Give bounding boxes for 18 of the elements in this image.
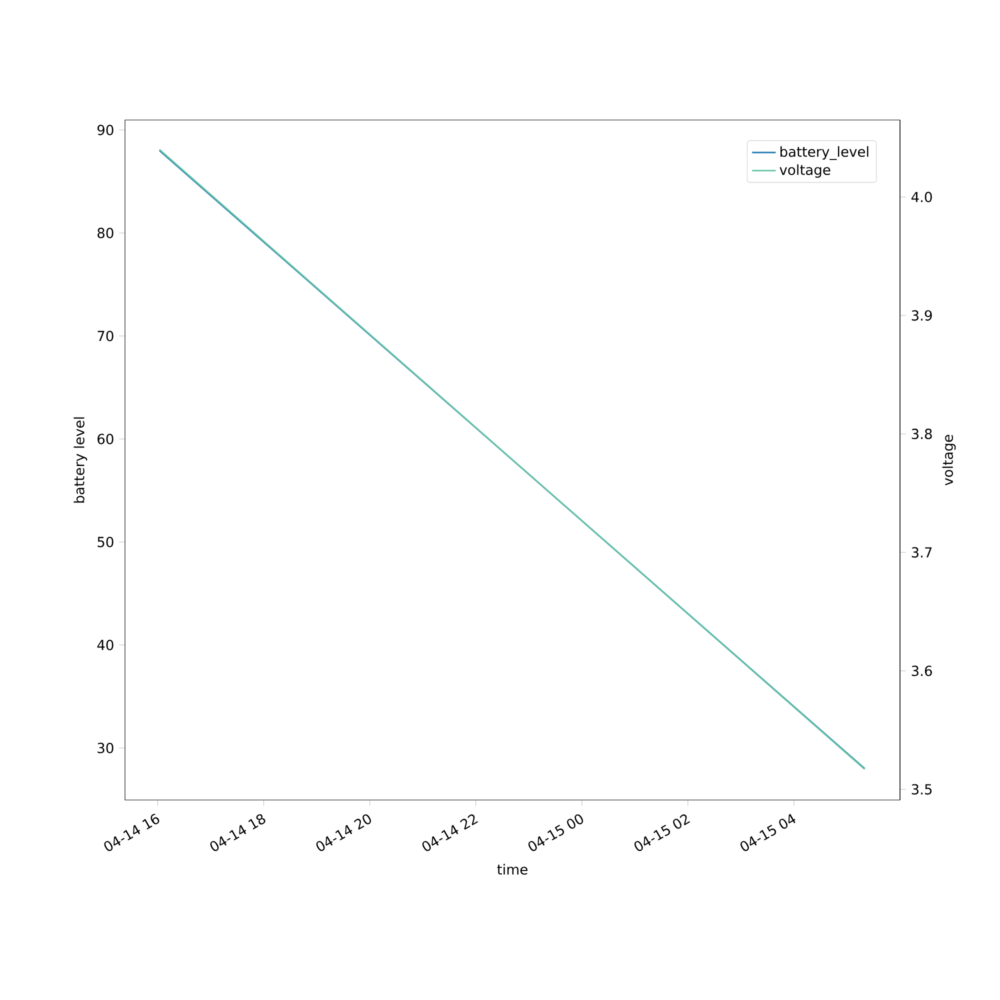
y-tick-label: 70 xyxy=(98,330,114,342)
y-axis-title: battery level xyxy=(74,417,88,503)
y-tick-label: 90 xyxy=(97,124,114,136)
y2-axis-title: voltage xyxy=(942,434,956,486)
y2-tick-label: 3.8 xyxy=(912,428,932,440)
legend-label: voltage xyxy=(780,164,830,178)
y2-tick-label: 3.5 xyxy=(912,784,932,795)
y-tick-label: 40 xyxy=(97,640,114,650)
y-tick-label: 30 xyxy=(98,742,114,754)
y-tick-label: 80 xyxy=(98,228,114,238)
y-tick-label: 60 xyxy=(98,434,114,444)
y2-tick-label: 3.7 xyxy=(912,547,932,558)
y-tick-label: 50 xyxy=(98,536,114,548)
y2-tick-label: 3.9 xyxy=(912,310,932,321)
y2-tick-label: 4.0 xyxy=(911,192,932,202)
y2-tick-label: 3.6 xyxy=(912,666,932,676)
legend-label: battery_level xyxy=(780,146,868,160)
x-axis-title: time xyxy=(497,864,528,875)
